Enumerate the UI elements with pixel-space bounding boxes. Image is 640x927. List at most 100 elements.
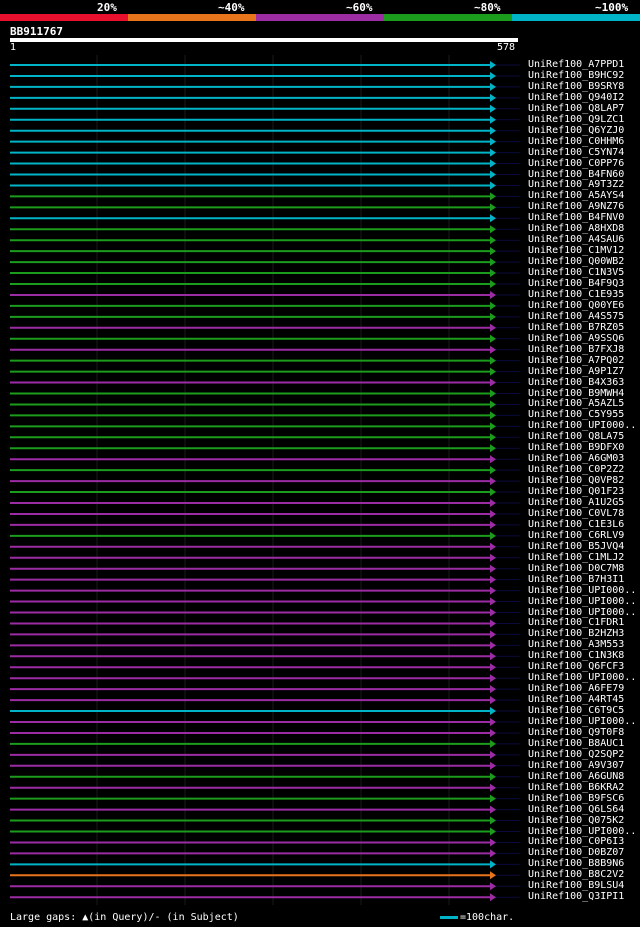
hit-label[interactable]: UniRef100_A9SSQ6 (528, 332, 625, 344)
legend-swatch (128, 14, 256, 21)
hit-label[interactable]: UniRef100_UPI000.. (528, 595, 637, 607)
hit-label[interactable]: UniRef100_A6GM03 (528, 453, 625, 465)
hit-label[interactable]: UniRef100_A8HXD8 (528, 223, 625, 235)
hit-label[interactable]: UniRef100_C1E3L6 (528, 518, 625, 530)
hit-label[interactable]: UniRef100_Q6FCF3 (528, 661, 625, 673)
hit-label[interactable]: UniRef100_Q9T0F8 (528, 726, 625, 738)
hit-label[interactable]: UniRef100_Q00YE6 (528, 299, 625, 311)
hit-label[interactable]: UniRef100_C1MV12 (528, 245, 625, 257)
hit-label[interactable]: UniRef100_B7H3I1 (528, 573, 625, 585)
hit-label[interactable]: UniRef100_Q2SQP2 (528, 748, 625, 760)
hit-label[interactable]: UniRef100_B9SRY8 (528, 80, 625, 92)
hit-label[interactable]: UniRef100_UPI000.. (528, 716, 637, 727)
hit-label[interactable]: UniRef100_B8AUC1 (528, 737, 625, 749)
hit-label[interactable]: UniRef100_UPI000.. (528, 420, 637, 432)
hit-label[interactable]: UniRef100_B2HZH3 (528, 628, 625, 640)
hit-label[interactable]: UniRef100_D0C7M8 (528, 562, 625, 574)
hit-label[interactable]: UniRef100_Q6LS64 (528, 803, 625, 815)
hit-label[interactable]: UniRef100_C0P6I3 (528, 836, 625, 848)
hit-label[interactable]: UniRef100_C6T9C5 (528, 705, 625, 717)
hit-arrow (490, 477, 496, 486)
hit-arrow (490, 827, 496, 836)
hit-label[interactable]: UniRef100_C1N3K8 (528, 650, 625, 662)
hit-label[interactable]: UniRef100_B9MWH4 (528, 387, 625, 399)
hit-label[interactable]: UniRef100_A4S575 (528, 310, 625, 322)
hit-label[interactable]: UniRef100_B7RZ05 (528, 321, 625, 333)
hit-arrow (490, 115, 496, 124)
hit-label[interactable]: UniRef100_Q8LAP7 (528, 102, 625, 114)
hit-arrow (490, 794, 496, 803)
hit-label[interactable]: UniRef100_B4F9Q3 (528, 278, 625, 289)
hit-label[interactable]: UniRef100_C1N3V5 (528, 267, 625, 279)
legend-label: ~80% (474, 1, 501, 14)
hit-label[interactable]: UniRef100_A9V307 (528, 759, 625, 771)
hit-label[interactable]: UniRef100_B4FNV0 (528, 212, 625, 224)
hit-arrow (490, 323, 496, 332)
legend-swatch (384, 14, 512, 21)
hit-label[interactable]: UniRef100_Q8LA75 (528, 431, 625, 443)
hit-label[interactable]: UniRef100_A7PPD1 (528, 59, 625, 70)
hit-label[interactable]: UniRef100_A9T3Z2 (528, 179, 625, 191)
hit-label[interactable]: UniRef100_A9NZ76 (528, 201, 625, 213)
hit-label[interactable]: UniRef100_B4X363 (528, 376, 625, 388)
hit-arrow (490, 225, 496, 234)
hit-arrow (490, 356, 496, 365)
hit-label[interactable]: UniRef100_B9HC92 (528, 69, 625, 81)
hit-label[interactable]: UniRef100_Q9LZC1 (528, 113, 625, 125)
hit-label[interactable]: UniRef100_UPI000.. (528, 606, 637, 618)
hit-label[interactable]: UniRef100_UPI000.. (528, 825, 637, 837)
hit-arrow (490, 575, 496, 584)
hit-label[interactable]: UniRef100_Q3IPI1 (528, 891, 625, 903)
legend-swatch (256, 14, 384, 21)
hit-label[interactable]: UniRef100_C0VL78 (528, 507, 625, 519)
hit-label[interactable]: UniRef100_C1FDR1 (528, 617, 625, 629)
hit-label[interactable]: UniRef100_UPI000.. (528, 672, 637, 684)
hit-label[interactable]: UniRef100_A9P1Z7 (528, 365, 625, 377)
hit-label[interactable]: UniRef100_Q940I2 (528, 91, 625, 103)
hit-label[interactable]: UniRef100_B8B9N6 (528, 858, 625, 870)
hit-arrow (490, 236, 496, 245)
hit-label[interactable]: UniRef100_C5Y955 (528, 409, 625, 421)
hit-arrow (490, 542, 496, 551)
hit-label[interactable]: UniRef100_B7FXJ8 (528, 343, 625, 355)
hit-label[interactable]: UniRef100_C1MLJ2 (528, 551, 625, 563)
hit-label[interactable]: UniRef100_C6RLV9 (528, 529, 625, 541)
hit-label[interactable]: UniRef100_Q0VP82 (528, 475, 625, 487)
hit-arrow (490, 652, 496, 661)
hit-label[interactable]: UniRef100_A1U2G5 (528, 497, 625, 508)
hit-label[interactable]: UniRef100_Q01F23 (528, 486, 625, 498)
hit-label[interactable]: UniRef100_C0P2Z2 (528, 464, 625, 476)
hit-label[interactable]: UniRef100_A6GUN8 (528, 770, 625, 782)
hit-arrow (490, 750, 496, 759)
hit-arrow (490, 137, 496, 146)
hit-arrow (490, 860, 496, 869)
hit-label[interactable]: UniRef100_B6KRA2 (528, 781, 625, 793)
hit-label[interactable]: UniRef100_B4FN60 (528, 168, 625, 180)
hit-label[interactable]: UniRef100_B9DFX0 (528, 442, 625, 454)
scale-label: =100char. (460, 912, 515, 923)
hit-label[interactable]: UniRef100_A5AYS4 (528, 190, 625, 202)
hit-label[interactable]: UniRef100_B8C2V2 (528, 869, 625, 881)
hit-label[interactable]: UniRef100_A4SAU6 (528, 234, 625, 246)
hit-label[interactable]: UniRef100_B9FSC6 (528, 792, 625, 804)
hit-label[interactable]: UniRef100_C0HHM6 (528, 135, 625, 147)
hit-label[interactable]: UniRef100_Q00WB2 (528, 256, 625, 268)
scale-legend: =100char. (440, 912, 514, 923)
hit-label[interactable]: UniRef100_A3M553 (528, 639, 625, 651)
hit-label[interactable]: UniRef100_B5JVQ4 (528, 540, 625, 552)
hit-label[interactable]: UniRef100_C1E935 (528, 288, 625, 300)
hit-label[interactable]: UniRef100_UPI000.. (528, 584, 637, 596)
hit-label[interactable]: UniRef100_Q6YZJ0 (528, 124, 625, 136)
hit-label[interactable]: UniRef100_B9LSU4 (528, 880, 625, 892)
hit-arrow (490, 531, 496, 540)
hit-arrow (490, 61, 496, 69)
hit-label[interactable]: UniRef100_D0BZ07 (528, 847, 625, 859)
hit-label[interactable]: UniRef100_A7PQ02 (528, 354, 625, 366)
hit-label[interactable]: UniRef100_A5AZL5 (528, 398, 625, 410)
identity-legend: 20% ~40% ~60% ~80% ~100% (0, 0, 640, 24)
hit-label[interactable]: UniRef100_A4RT45 (528, 694, 625, 706)
hit-label[interactable]: UniRef100_C0PP76 (528, 157, 625, 169)
hit-label[interactable]: UniRef100_C5YN74 (528, 146, 625, 158)
hit-label[interactable]: UniRef100_A6FE79 (528, 683, 625, 695)
hit-label[interactable]: UniRef100_Q075K2 (528, 814, 625, 826)
